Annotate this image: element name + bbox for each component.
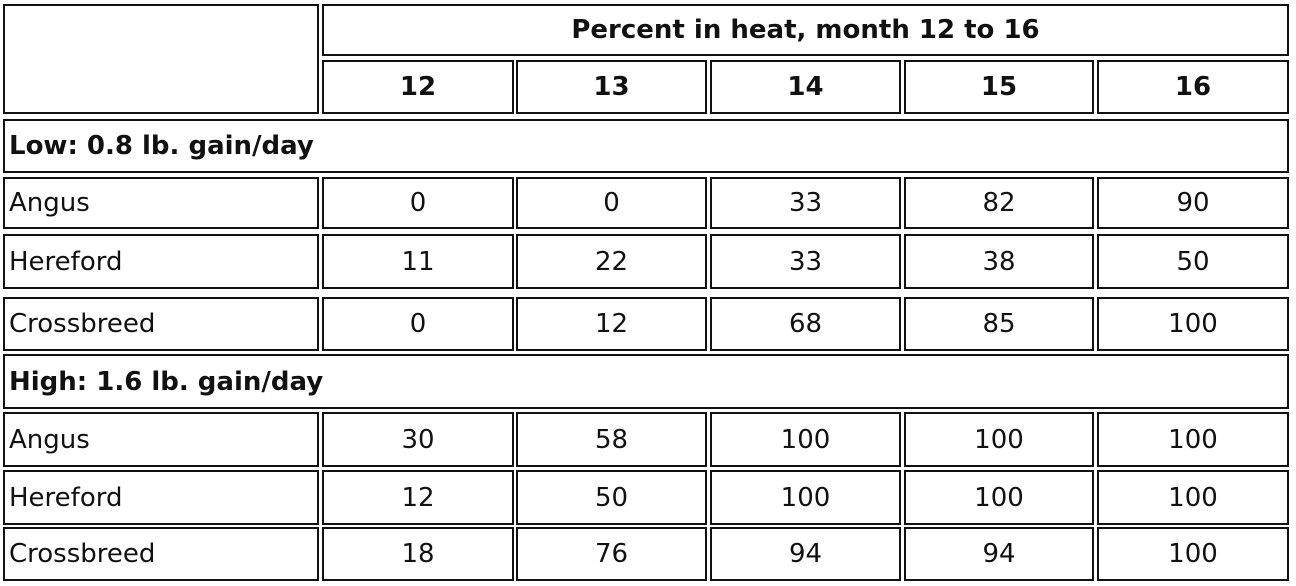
value-cell: 90 [1097,177,1289,229]
value-cell: 0 [322,177,514,229]
value-cell: 38 [904,234,1094,289]
value-cell: 100 [1097,470,1289,525]
value-cell: 11 [322,234,514,289]
value-cell: 0 [516,177,707,229]
breed-label: Angus [3,177,319,229]
value-cell: 94 [710,527,901,581]
header-title: Percent in heat, month 12 to 16 [322,4,1289,56]
value-cell: 100 [710,470,901,525]
group-label: High: 1.6 lb. gain/day [3,354,1289,409]
column-header: 13 [516,60,707,114]
value-cell: 33 [710,177,901,229]
breed-label: Hereford [3,470,319,525]
value-cell: 82 [904,177,1094,229]
value-cell: 12 [322,470,514,525]
value-cell: 50 [516,470,707,525]
column-header: 15 [904,60,1094,114]
value-cell: 22 [516,234,707,289]
value-cell: 100 [904,412,1094,467]
value-cell: 30 [322,412,514,467]
value-cell: 12 [516,297,707,351]
value-cell: 18 [322,527,514,581]
value-cell: 50 [1097,234,1289,289]
breed-label: Hereford [3,234,319,289]
value-cell: 85 [904,297,1094,351]
column-header: 16 [1097,60,1289,114]
breed-label: Crossbreed [3,527,319,581]
value-cell: 76 [516,527,707,581]
value-cell: 33 [710,234,901,289]
value-cell: 68 [710,297,901,351]
value-cell: 94 [904,527,1094,581]
breed-label: Crossbreed [3,297,319,351]
value-cell: 100 [1097,527,1289,581]
column-header: 12 [322,60,514,114]
value-cell: 100 [904,470,1094,525]
value-cell: 100 [1097,412,1289,467]
breed-label: Angus [3,412,319,467]
column-header: 14 [710,60,901,114]
group-label: Low: 0.8 lb. gain/day [3,119,1289,173]
value-cell: 58 [516,412,707,467]
value-cell: 100 [1097,297,1289,351]
value-cell: 100 [710,412,901,467]
value-cell: 0 [322,297,514,351]
corner-cell [3,4,319,114]
